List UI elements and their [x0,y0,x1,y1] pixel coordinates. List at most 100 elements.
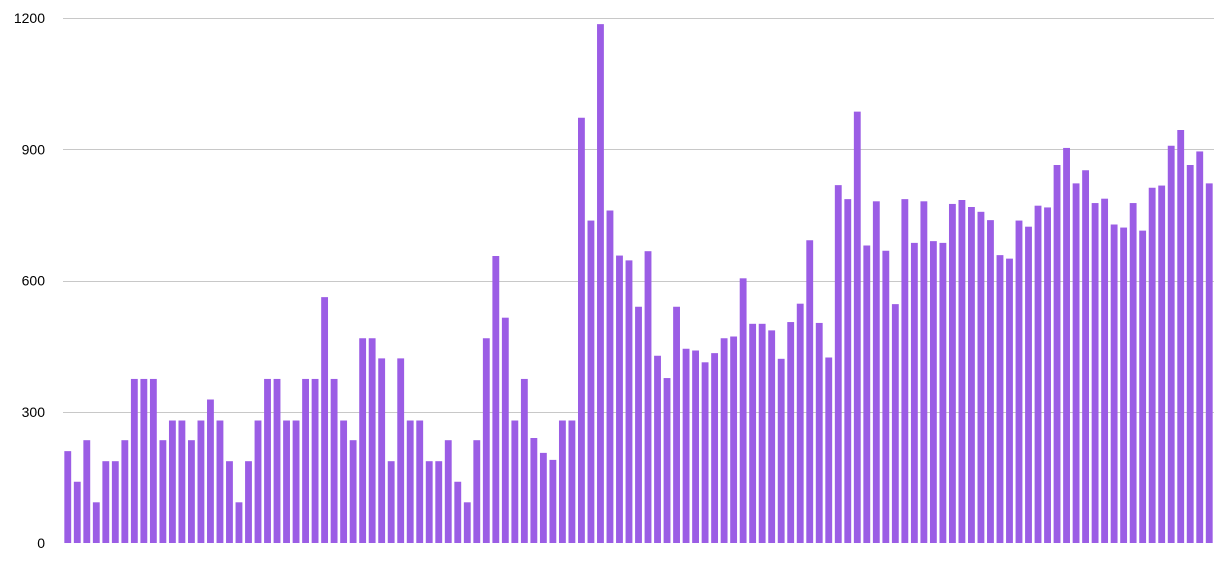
bar [140,378,148,543]
bar [977,211,985,543]
bar [578,117,585,543]
bar [872,201,880,543]
bar [968,207,975,543]
bar [178,420,186,543]
bar [606,210,614,543]
bar [149,378,157,543]
bar [720,338,728,543]
bar [682,348,690,543]
bar [1063,147,1070,543]
bar [996,255,1004,544]
bar [863,245,871,543]
bar [891,304,899,544]
bar [1205,183,1213,544]
bar [311,378,319,543]
bar [330,378,338,543]
bar [1186,165,1194,543]
bar [711,353,719,544]
bar [948,203,956,543]
bar [625,260,633,544]
bar [939,242,947,544]
bar [111,461,119,543]
bar [1015,220,1023,543]
bar [292,420,300,543]
bar [749,323,757,543]
bar [64,451,72,544]
bar [1025,226,1032,543]
bar [539,452,547,544]
y-tick-label: 900 [22,141,46,157]
bar [463,502,471,543]
bar [168,420,176,543]
bar [1177,130,1185,543]
bar [1101,198,1109,543]
bar [853,111,861,544]
bar [197,420,205,543]
bar [482,338,490,543]
bar [597,24,604,544]
bar [663,378,671,543]
bar [929,241,937,544]
bar [454,481,462,543]
bar [616,255,623,543]
y-tick-label: 1200 [14,10,45,26]
bar [511,420,519,543]
bar [558,420,566,543]
bar [1158,185,1166,543]
bar [1110,224,1118,543]
y-tick-label: 300 [22,404,46,420]
bar [910,242,918,544]
bar [806,240,814,543]
bar [901,199,909,544]
bar [283,420,290,543]
bar [235,502,243,543]
bar [406,420,414,543]
bar [787,322,795,543]
bar [520,378,528,543]
bar [130,378,138,543]
bar [340,420,348,543]
bar [102,461,110,543]
bar [701,362,709,543]
bar [349,440,357,543]
bar [796,303,804,543]
bar [387,461,395,543]
bar [815,322,823,543]
bar [321,297,329,544]
bar [1044,207,1051,543]
bar [473,440,481,543]
bar [416,420,424,543]
bar [187,440,195,543]
bar [768,330,776,544]
bar [1091,203,1099,543]
bars [64,24,1213,544]
bar [739,278,747,543]
bar [216,420,224,543]
bar [1072,183,1080,544]
y-tick-label: 0 [37,535,45,551]
bar [378,358,386,544]
bar [644,251,652,543]
bar [1006,258,1013,544]
bar [730,336,738,543]
bar [368,338,376,543]
bar [207,399,214,543]
bar [359,338,367,543]
bar [254,420,262,543]
bar [1053,165,1061,543]
bar [587,220,595,543]
bar [273,378,281,543]
y-axis-tick-labels: 0 300 600 900 1200 [14,10,45,551]
bar [825,357,833,543]
bar [1139,230,1147,544]
bar [159,440,167,543]
bar [435,461,443,543]
bar [264,378,271,543]
bar [92,502,100,543]
bar [530,438,538,543]
bar [549,459,557,544]
bar [1129,203,1137,543]
bar [987,220,994,544]
bar [673,306,680,543]
